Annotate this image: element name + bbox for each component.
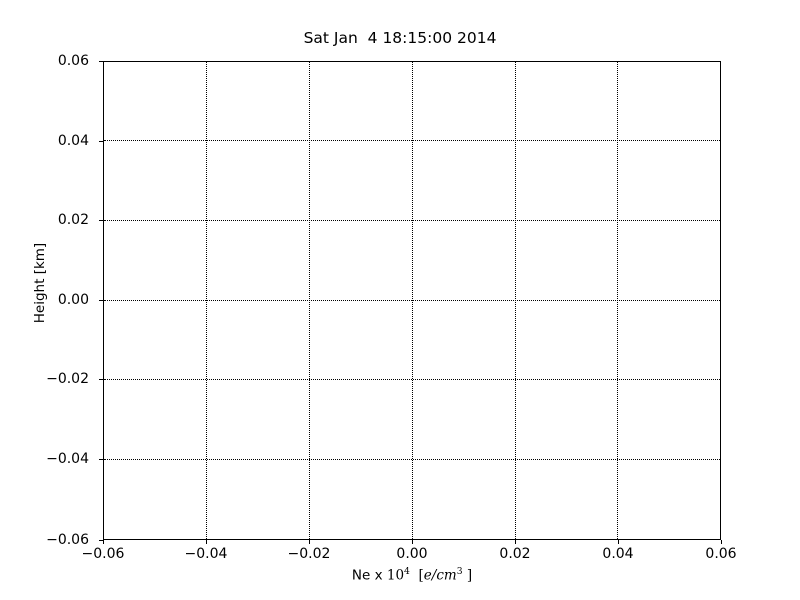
tick-mark-x: [618, 540, 619, 544]
xtick-label: −0.02: [287, 546, 331, 562]
tick-mark-x: [103, 540, 104, 544]
xlabel-unit-numerator: e: [423, 567, 432, 584]
gridline-vertical: [206, 62, 208, 539]
ytick-label: 0.00: [57, 291, 89, 308]
ytick-label: 0.06: [57, 53, 89, 69]
ytick-label: −0.04: [46, 450, 89, 467]
tick-mark-x: [515, 540, 516, 544]
tick-mark-x: [309, 540, 310, 544]
gridline-horizontal: [104, 458, 720, 460]
ytick-label: −0.06: [46, 531, 89, 548]
xlabel-exponent: 4: [404, 566, 410, 577]
x-axis-label: Ne x 104 [e/cm3 ]: [103, 566, 721, 584]
tick-mark-y: [99, 299, 103, 301]
gridline-vertical: [411, 62, 413, 539]
gridline-horizontal: [104, 219, 720, 221]
y-axis-label: Height [km]: [32, 242, 48, 324]
xlabel-open-bracket: [: [418, 567, 424, 584]
gridline-vertical: [617, 62, 619, 539]
xlabel-unit-slash: /: [431, 567, 437, 584]
plot-axes-area: [103, 61, 721, 540]
tick-mark-x: [721, 540, 722, 544]
xlabel-close-bracket: ]: [462, 567, 473, 584]
xlabel-base: 10: [386, 567, 405, 584]
chart-title: Sat Jan 4 18:15:00 2014: [303, 29, 497, 47]
gridline-horizontal: [104, 299, 720, 301]
tick-mark-y: [99, 379, 103, 381]
tick-mark-y: [99, 458, 103, 460]
ytick-label: −0.02: [46, 371, 89, 388]
gridline-horizontal: [104, 140, 720, 142]
xlabel-prefix: Ne x: [351, 567, 387, 584]
xtick-label: 0.02: [499, 546, 531, 562]
gridline-horizontal: [104, 379, 720, 381]
xtick-label: 0.06: [705, 546, 737, 562]
tick-mark-y: [99, 539, 103, 541]
tick-mark-y: [99, 220, 103, 222]
xtick-label: 0.00: [396, 546, 428, 562]
tick-mark-y: [99, 140, 103, 142]
xlabel-unit-denominator: cm: [436, 567, 457, 584]
xtick-label: −0.06: [81, 546, 125, 562]
tick-mark-x: [412, 540, 413, 544]
xlabel-unit-exponent: 3: [456, 566, 463, 577]
ytick-label: 0.04: [57, 132, 89, 149]
xtick-label: 0.04: [602, 546, 634, 562]
tick-mark-x: [206, 540, 207, 544]
gridline-vertical: [514, 62, 516, 539]
tick-mark-y: [99, 61, 103, 62]
gridline-vertical: [309, 62, 310, 539]
xtick-label: −0.04: [184, 546, 228, 562]
ytick-label: 0.02: [57, 212, 89, 229]
